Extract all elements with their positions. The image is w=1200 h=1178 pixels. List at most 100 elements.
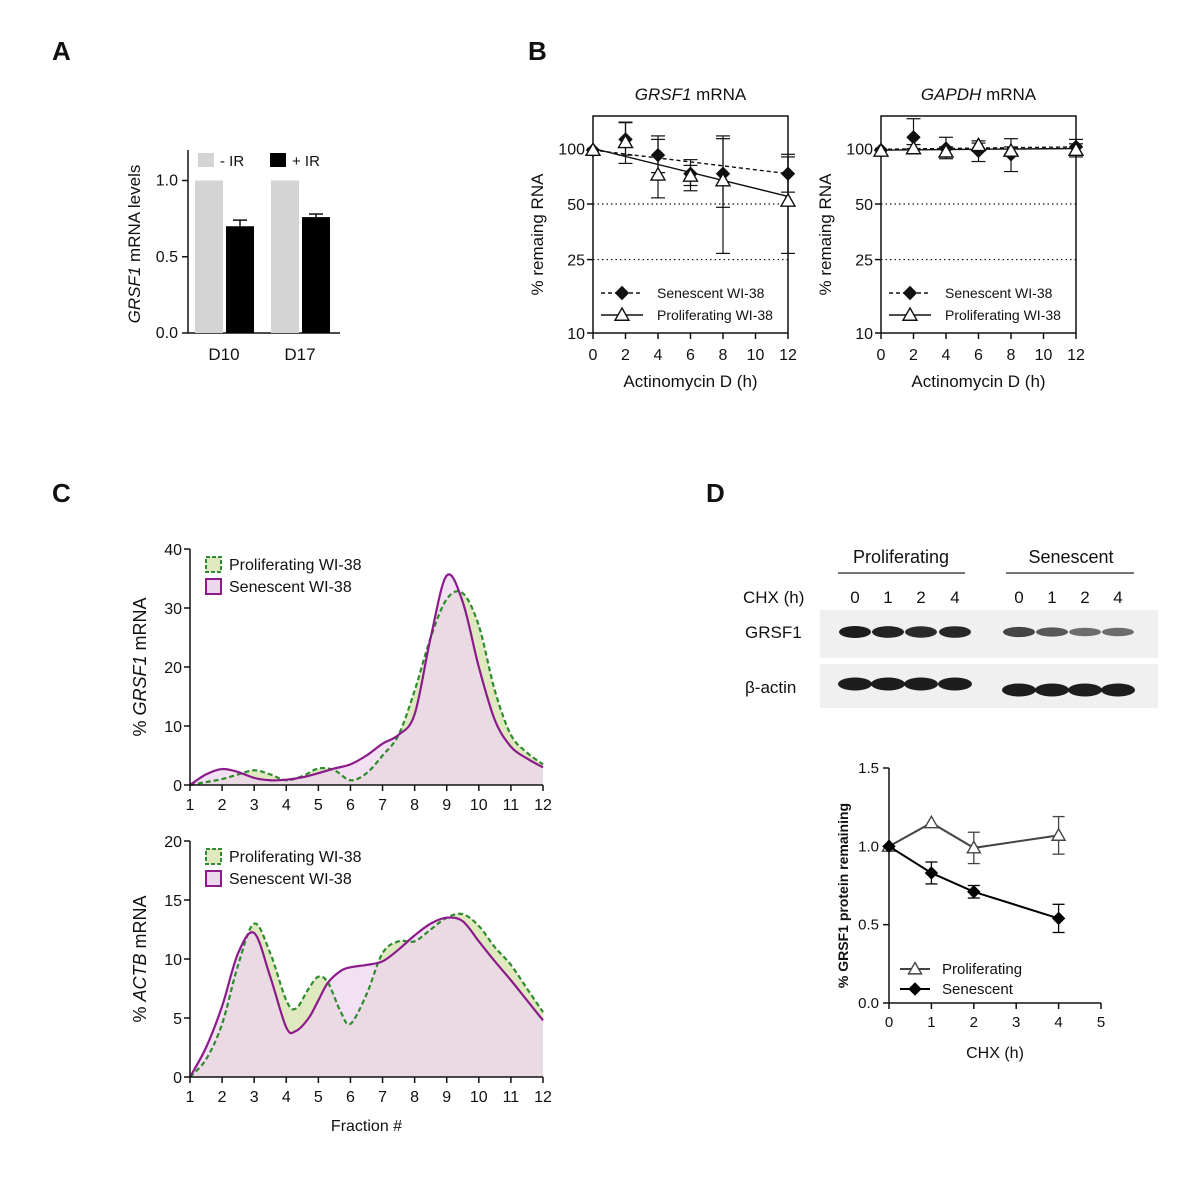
y-tick-label: 50	[567, 197, 585, 214]
series-line	[189, 916, 544, 1078]
x-tick-label: 8	[719, 347, 728, 364]
lane-label: 0	[1014, 588, 1023, 607]
fit-line	[880, 146, 1077, 150]
data-point-proliferating	[617, 133, 634, 149]
band-grsf1	[939, 626, 971, 638]
data-point-senescent	[1051, 911, 1066, 926]
x-tick-label: 6	[974, 347, 983, 364]
y-axis-title: % GRSF1 protein remaining	[835, 803, 851, 988]
lane-label: 1	[883, 588, 892, 607]
x-tick-label: 6	[346, 1089, 355, 1106]
x-tick-label: 2	[970, 1014, 978, 1031]
x-tick-label: 11	[503, 797, 520, 814]
blot-row-label: β-actin	[745, 678, 796, 697]
data-point-proliferating	[966, 839, 982, 854]
y-tick-label: 100	[846, 141, 873, 158]
area-fill	[190, 574, 543, 785]
blot-group-label: Senescent	[1028, 547, 1113, 567]
x-tick-label: 7	[378, 1089, 387, 1106]
series-line	[189, 912, 544, 1078]
x-tick-label: 9	[442, 1089, 451, 1106]
bar	[302, 217, 330, 333]
data-point-senescent	[882, 839, 896, 854]
y-tick-label: 15	[164, 893, 182, 910]
y-axis-title-part: mRNA	[130, 597, 150, 655]
legend-label: - IR	[220, 153, 244, 170]
data-point-proliferating	[937, 143, 955, 158]
x-tick-label: 10	[470, 797, 488, 814]
line-chart-gapdh-decay: 10 25 50 100 0 2 4 6 8 10 12 GAPDH mRNA Actinomycin …	[816, 85, 1085, 391]
y-tick-label: 100	[558, 141, 585, 158]
band-actin	[938, 677, 972, 691]
x-tick-label: 11	[503, 1089, 520, 1106]
x-category-label: D10	[208, 345, 239, 364]
band-grsf1	[1003, 626, 1035, 638]
western-blot: Proliferating Senescent CHX (h) 0 1 2 4 0 1 2 4 GRS…	[743, 547, 1158, 708]
legend-swatch	[270, 153, 286, 167]
blot-row-label: GRSF1	[745, 623, 802, 642]
legend-swatch	[205, 870, 222, 887]
legend-marker	[907, 961, 923, 975]
bar	[195, 180, 223, 333]
bar	[271, 180, 299, 333]
data-point-proliferating	[923, 814, 940, 829]
chart-title: GAPDH mRNA	[921, 85, 1037, 104]
data-point-senescent	[967, 885, 981, 899]
x-tick-label: 2	[218, 797, 227, 814]
y-axis-title: % GRSF1 mRNA	[130, 597, 150, 736]
y-tick-label: 1.0	[858, 838, 879, 855]
y-tick-label: 0.0	[858, 995, 879, 1012]
band-actin	[1068, 683, 1102, 697]
y-tick-label: 5	[173, 1011, 182, 1028]
y-axis-title: GRSF1 mRNA levels	[125, 165, 144, 324]
y-axis-title-part: GRSF1	[125, 267, 144, 324]
x-tick-label: 12	[534, 797, 552, 814]
lane-label: 4	[1113, 588, 1122, 607]
x-tick-label: 8	[1007, 347, 1016, 364]
legend-label: Senescent WI-38	[229, 579, 352, 596]
y-axis-title-part: ACTB	[130, 953, 150, 1002]
series-line	[189, 590, 544, 787]
y-axis-title: % remaing RNA	[528, 173, 547, 296]
bar-chart-grsf1-levels: 0.0 0.5 1.0 D10 D17 - IR + IR GRSF1 mRNA levels	[125, 150, 340, 364]
x-tick-label: 8	[410, 1089, 419, 1106]
legend-label: Senescent	[942, 981, 1014, 998]
x-tick-label: 2	[909, 347, 918, 364]
y-tick-label: 0.5	[156, 249, 178, 266]
y-tick-label: 30	[164, 601, 182, 618]
legend-label: + IR	[292, 153, 320, 170]
y-tick-label: 25	[855, 253, 873, 270]
data-point-senescent	[924, 866, 939, 880]
y-tick-label: 0.5	[858, 917, 879, 934]
x-tick-label: 4	[282, 797, 291, 814]
x-tick-label: 9	[442, 797, 451, 814]
band-actin	[1002, 683, 1036, 697]
band-actin	[871, 677, 905, 691]
y-tick-label: 20	[164, 834, 182, 851]
x-tick-label: 5	[314, 797, 323, 814]
legend-marker	[908, 982, 922, 996]
y-axis-title-part: GRSF1	[130, 655, 150, 715]
legend-swatch	[205, 556, 222, 573]
x-tick-label: 5	[314, 1089, 323, 1106]
data-point-proliferating	[1002, 142, 1020, 157]
legend-marker	[613, 306, 631, 321]
x-tick-label: 4	[654, 347, 663, 364]
data-point-proliferating	[1067, 141, 1085, 157]
x-tick-label: 1	[927, 1014, 935, 1031]
band-actin	[1101, 683, 1135, 697]
y-tick-label: 10	[567, 326, 585, 343]
x-tick-label: 4	[942, 347, 951, 364]
y-tick-label: 10	[164, 952, 182, 969]
legend-label: Proliferating WI-38	[229, 557, 362, 574]
blot-chx-label: CHX (h)	[743, 588, 804, 607]
y-axis-title: % remaing RNA	[816, 173, 835, 296]
y-tick-label: 40	[164, 542, 182, 559]
band-actin	[1035, 683, 1069, 697]
legend-marker	[901, 306, 919, 321]
area-fill	[190, 917, 543, 1077]
y-axis-title: % ACTB mRNA	[130, 895, 150, 1022]
legend-swatch	[198, 153, 214, 167]
